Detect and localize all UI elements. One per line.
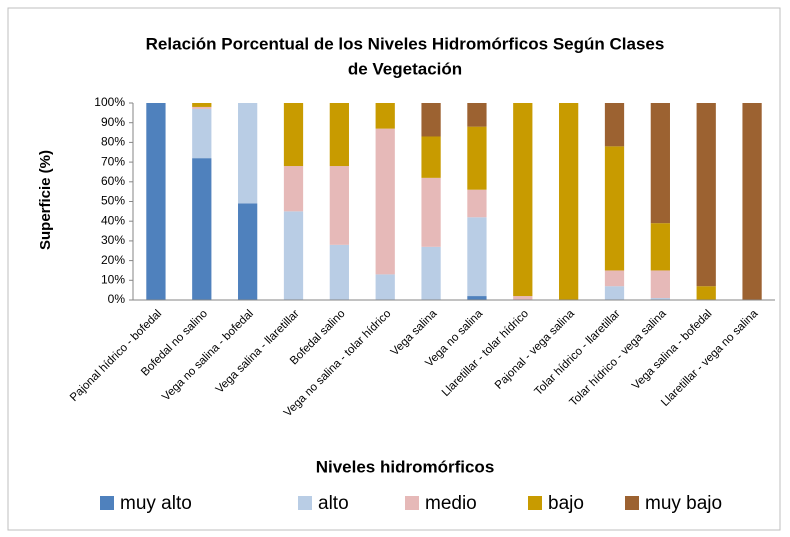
- y-axis-title: Superficie (%): [37, 150, 54, 250]
- bar-segment: [467, 217, 487, 297]
- bar-segment: [375, 103, 395, 129]
- bar-segment: [604, 270, 625, 287]
- y-tick-label: 10%: [101, 272, 125, 286]
- bar-segment: [696, 103, 716, 287]
- bar-segment: [650, 103, 670, 224]
- y-tick-label: 0%: [108, 292, 126, 306]
- legend-label: muy bajo: [645, 493, 722, 514]
- y-tick-label: 40%: [101, 213, 125, 227]
- bar-segment: [421, 103, 441, 137]
- chart-title: Relación Porcentual de los Niveles Hidro…: [146, 34, 665, 53]
- bar-segment: [467, 126, 487, 190]
- bar-segment: [559, 103, 579, 300]
- bar-segment: [467, 189, 487, 218]
- bar-segment: [192, 106, 212, 109]
- bar-segment: [329, 103, 349, 167]
- bar-segment: [513, 296, 533, 300]
- bar-segment: [192, 103, 212, 107]
- bar-segment: [467, 296, 487, 300]
- y-tick-label: 60%: [101, 174, 125, 188]
- y-tick-label: 80%: [101, 135, 125, 149]
- legend-swatch: [100, 496, 114, 510]
- legend-swatch: [625, 496, 639, 510]
- bar-segment: [283, 166, 304, 212]
- legend-swatch: [405, 496, 419, 510]
- bar-segment: [192, 158, 212, 300]
- bar-segment: [604, 286, 625, 300]
- bar-segment: [421, 177, 441, 247]
- bar-segment: [604, 103, 625, 147]
- bar-segment: [283, 103, 304, 167]
- bar-segment: [742, 103, 762, 300]
- y-tick-label: 70%: [101, 154, 125, 168]
- bar-segment: [421, 246, 441, 300]
- x-axis-title: Niveles hidromórficos: [316, 457, 495, 476]
- legend-label: bajo: [548, 493, 584, 514]
- bar-segment: [283, 211, 304, 300]
- bar-segment: [467, 103, 487, 127]
- bar-segment: [650, 298, 670, 300]
- legend-label: alto: [318, 493, 349, 514]
- bar-segment: [696, 286, 716, 300]
- bar-segment: [650, 223, 670, 271]
- legend-label: medio: [425, 493, 477, 514]
- y-tick-label: 30%: [101, 233, 125, 247]
- bar-segment: [238, 103, 258, 204]
- legend-swatch: [298, 496, 312, 510]
- bar-segment: [421, 136, 441, 178]
- bar-segment: [238, 203, 258, 300]
- bar-segment: [329, 244, 349, 300]
- chart-subtitle: de Vegetación: [348, 59, 462, 78]
- bar-segment: [192, 108, 212, 159]
- legend-label: muy alto: [120, 493, 192, 514]
- bar-segment: [146, 103, 166, 300]
- bar-segment: [375, 128, 395, 275]
- legend-swatch: [528, 496, 542, 510]
- bar-segment: [375, 274, 395, 300]
- bar-segment: [513, 103, 533, 297]
- y-tick-label: 50%: [101, 194, 125, 208]
- y-tick-label: 100%: [94, 95, 125, 109]
- y-tick-label: 20%: [101, 253, 125, 267]
- bar-segment: [329, 166, 349, 245]
- bar-segment: [650, 270, 670, 299]
- bar-segment: [604, 146, 625, 271]
- y-tick-label: 90%: [101, 115, 125, 129]
